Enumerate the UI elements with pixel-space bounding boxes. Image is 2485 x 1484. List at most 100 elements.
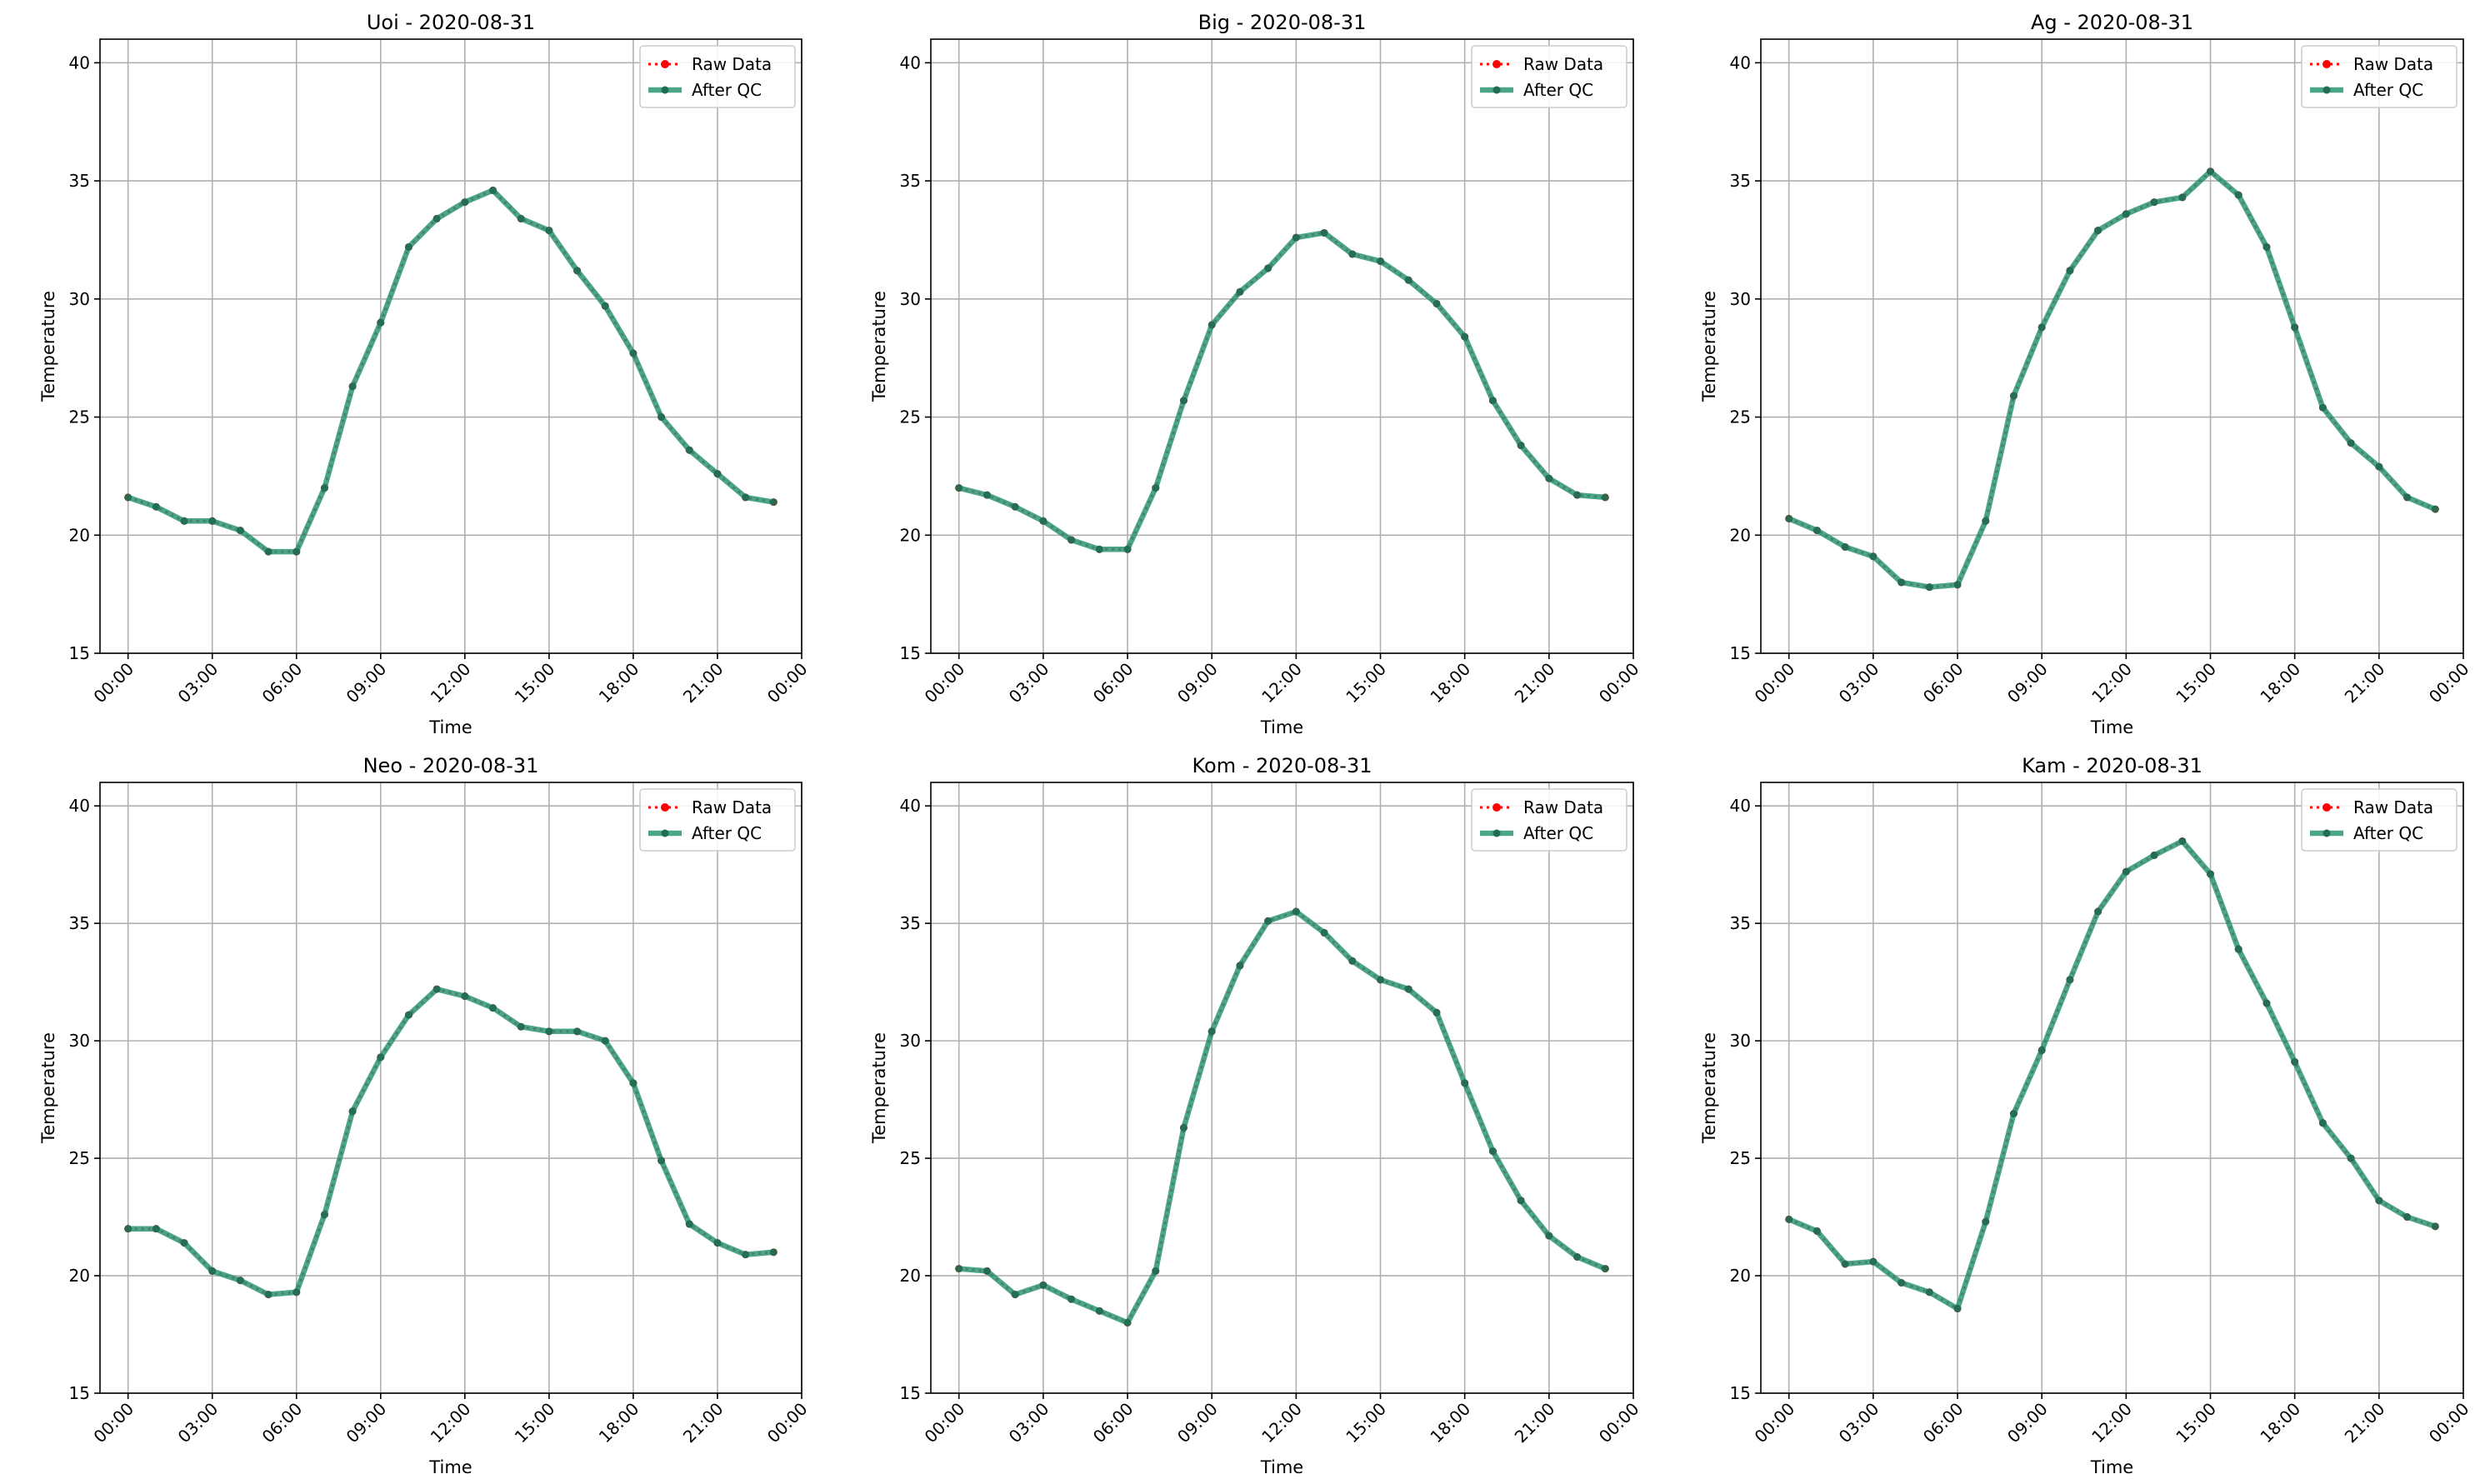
x-tick-label: 03:00 <box>1005 1399 1053 1447</box>
after-qc-point <box>1841 1260 1849 1268</box>
after-qc-point <box>2318 1119 2327 1127</box>
y-axis-label: Temperature <box>869 291 889 402</box>
x-tick-label: 06:00 <box>258 659 307 707</box>
raw-data-line <box>128 188 774 553</box>
x-tick-label: 09:00 <box>1173 1399 1222 1447</box>
after-qc-point <box>742 493 750 502</box>
y-tick-label: 40 <box>69 796 90 816</box>
subplot: Kam - 2020-08-31 00:00 03:00 06:00 09:00 12:0… <box>1699 754 2473 1477</box>
after-qc-point <box>2375 1197 2383 1205</box>
raw-data-line <box>958 910 1606 1325</box>
after-qc-point <box>1925 583 1933 592</box>
legend-qc-label: After QC <box>1523 80 1593 100</box>
after-qc-point <box>1432 299 1441 307</box>
y-tick-label: 15 <box>1730 643 1751 663</box>
after-qc-point <box>1123 1318 1132 1327</box>
raw-data-line <box>1788 839 2436 1311</box>
x-tick-label: 00:00 <box>2425 659 2473 707</box>
after-qc-point <box>1208 321 1216 329</box>
after-qc-point <box>1517 1197 1525 1205</box>
after-qc-point <box>573 267 582 275</box>
legend-raw-label: Raw Data <box>1523 797 1603 817</box>
y-tick-label: 25 <box>1730 407 1751 427</box>
after-qc-point <box>2234 945 2242 953</box>
x-tick-label: 06:00 <box>1089 1399 1138 1447</box>
after-qc-point <box>1982 517 1990 525</box>
y-tick-label: 35 <box>1730 913 1751 933</box>
after-qc-point <box>1292 907 1300 916</box>
y-tick-label: 25 <box>900 1148 921 1168</box>
after-qc-point <box>2066 267 2074 275</box>
y-tick-label: 35 <box>900 171 921 191</box>
after-qc-point <box>1573 491 1582 499</box>
x-tick-label: 12:00 <box>2088 659 2136 707</box>
after-qc-point <box>955 1265 963 1273</box>
legend-raw-marker <box>1492 60 1501 68</box>
legend: Raw Data After QC <box>2301 788 2458 852</box>
after-qc-point <box>2066 976 2074 984</box>
axes-frame <box>99 38 802 654</box>
x-tick-label: 09:00 <box>2003 659 2052 707</box>
after-qc-point <box>461 992 469 1001</box>
subplot: Neo - 2020-08-31 00:00 03:00 06:00 09:00 12:0… <box>38 754 812 1477</box>
after-qc-point <box>982 491 991 499</box>
after-qc-point <box>236 1277 244 1285</box>
y-tick-label: 30 <box>1730 289 1751 309</box>
after-qc-point <box>1573 1252 1582 1261</box>
after-qc-point <box>1982 1217 1990 1226</box>
after-qc-point <box>1953 1305 1962 1313</box>
after-qc-point <box>545 1027 553 1036</box>
after-qc-point <box>1348 250 1357 258</box>
after-qc-point <box>320 484 328 492</box>
x-axis-label: Time <box>428 1457 472 1477</box>
after-qc-point <box>1320 928 1328 937</box>
x-tick-label: 06:00 <box>1919 659 1968 707</box>
after-qc-point <box>601 1037 609 1045</box>
after-qc-point <box>1488 1147 1497 1156</box>
y-tick-label: 25 <box>69 1148 90 1168</box>
after-qc-point <box>1152 1267 1160 1275</box>
legend: Raw Data After QC <box>1471 788 1628 852</box>
legend-qc-label: After QC <box>2353 823 2423 843</box>
after-qc-point <box>320 1211 328 1219</box>
after-qc-point <box>769 498 778 507</box>
after-qc-point <box>1292 233 1300 242</box>
after-qc-point <box>292 547 301 556</box>
x-tick-label: 15:00 <box>1342 1399 1390 1447</box>
after-qc-point <box>573 1027 582 1036</box>
y-axis-label: Temperature <box>1699 1032 1719 1144</box>
after-qc-point <box>955 484 963 492</box>
x-axis-label: Time <box>2090 717 2133 737</box>
y-tick-label: 40 <box>1730 796 1751 816</box>
x-tick-label: 03:00 <box>1005 659 1053 707</box>
y-axis-label: Temperature <box>38 1032 58 1144</box>
y-tick-label: 20 <box>1730 1266 1751 1286</box>
after-qc-point <box>2178 193 2187 202</box>
legend: Raw Data After QC <box>1471 45 1628 108</box>
after-qc-point <box>236 527 244 535</box>
after-qc-point <box>1377 976 1385 984</box>
legend-qc-marker <box>661 829 669 837</box>
y-tick-label: 25 <box>1730 1148 1751 1168</box>
x-tick-label: 00:00 <box>1595 659 1643 707</box>
y-tick-label: 30 <box>69 289 90 309</box>
y-axis-label: Temperature <box>869 1032 889 1144</box>
legend-qc-marker <box>661 86 669 94</box>
x-tick-label: 18:00 <box>1426 1399 1474 1447</box>
x-tick-label: 21:00 <box>1511 659 1559 707</box>
after-qc-line <box>128 986 774 1297</box>
axes-frame <box>930 38 1634 654</box>
legend-raw-marker <box>2322 60 2331 68</box>
after-qc-point <box>1432 1008 1441 1017</box>
after-qc-line <box>958 908 1607 1326</box>
after-qc-point <box>1264 264 1272 272</box>
after-qc-point <box>1869 552 1878 561</box>
subplot: Ag - 2020-08-31 00:00 03:00 06:00 09:00 12:00… <box>1699 11 2473 737</box>
after-qc-point <box>1898 1278 1906 1287</box>
y-tick-label: 40 <box>900 796 921 816</box>
after-qc-point <box>2234 191 2242 199</box>
legend-raw-label: Raw Data <box>692 797 772 817</box>
legend: Raw Data After QC <box>639 45 796 108</box>
after-qc-point <box>685 446 693 454</box>
subplot: Kom - 2020-08-31 00:00 03:00 06:00 09:00 12:0… <box>869 754 1643 1477</box>
